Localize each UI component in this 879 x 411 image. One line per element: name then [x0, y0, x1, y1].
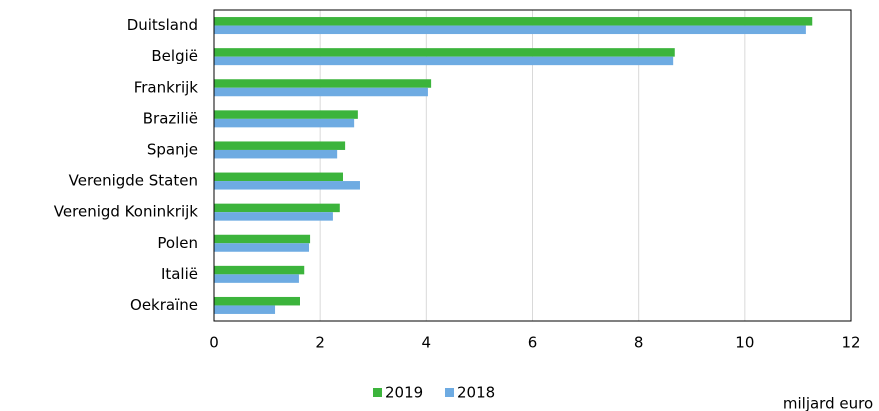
bar	[214, 149, 338, 159]
bar	[214, 141, 346, 150]
y-tick-label: Verenigd Koninkrijk	[54, 203, 199, 221]
bar	[214, 265, 305, 275]
x-tick-label: 12	[841, 334, 860, 352]
x-tick-label: 10	[735, 334, 754, 352]
bar	[214, 17, 813, 26]
y-tick-label: België	[151, 47, 198, 65]
y-tick-label: Italië	[161, 265, 198, 283]
y-tick-label: Polen	[157, 234, 198, 252]
bar	[214, 234, 311, 244]
bar	[214, 25, 806, 35]
bar	[214, 296, 300, 306]
x-tick-label: 2	[315, 334, 325, 352]
bar	[214, 274, 299, 283]
legend-swatch	[373, 388, 382, 397]
x-tick-label: 8	[634, 334, 644, 352]
y-tick-label: Duitsland	[127, 16, 198, 34]
bar	[214, 87, 428, 97]
x-axis-label: miljard euro	[783, 395, 873, 411]
bar	[214, 118, 355, 128]
bar	[214, 110, 358, 119]
bar	[214, 181, 360, 190]
y-tick-label: Oekraïne	[130, 296, 198, 314]
bar	[214, 305, 276, 314]
plot-frame	[213, 9, 852, 322]
bar	[214, 172, 343, 182]
bar	[214, 48, 675, 57]
bar	[214, 56, 674, 66]
bar	[214, 243, 310, 252]
y-tick-label: Brazilië	[143, 109, 198, 127]
y-tick-label: Spanje	[147, 140, 198, 158]
x-tick-label: 0	[209, 334, 219, 352]
bar	[214, 212, 333, 221]
bar	[214, 203, 340, 213]
legend-swatch	[445, 388, 454, 397]
legend-label: 2019	[385, 384, 423, 402]
x-tick-label: 6	[528, 334, 538, 352]
y-tick-label: Frankrijk	[134, 78, 199, 96]
x-tick-label: 4	[422, 334, 432, 352]
bar	[214, 79, 432, 88]
legend-label: 2018	[457, 384, 495, 402]
y-tick-label: Verenigde Staten	[69, 172, 198, 190]
